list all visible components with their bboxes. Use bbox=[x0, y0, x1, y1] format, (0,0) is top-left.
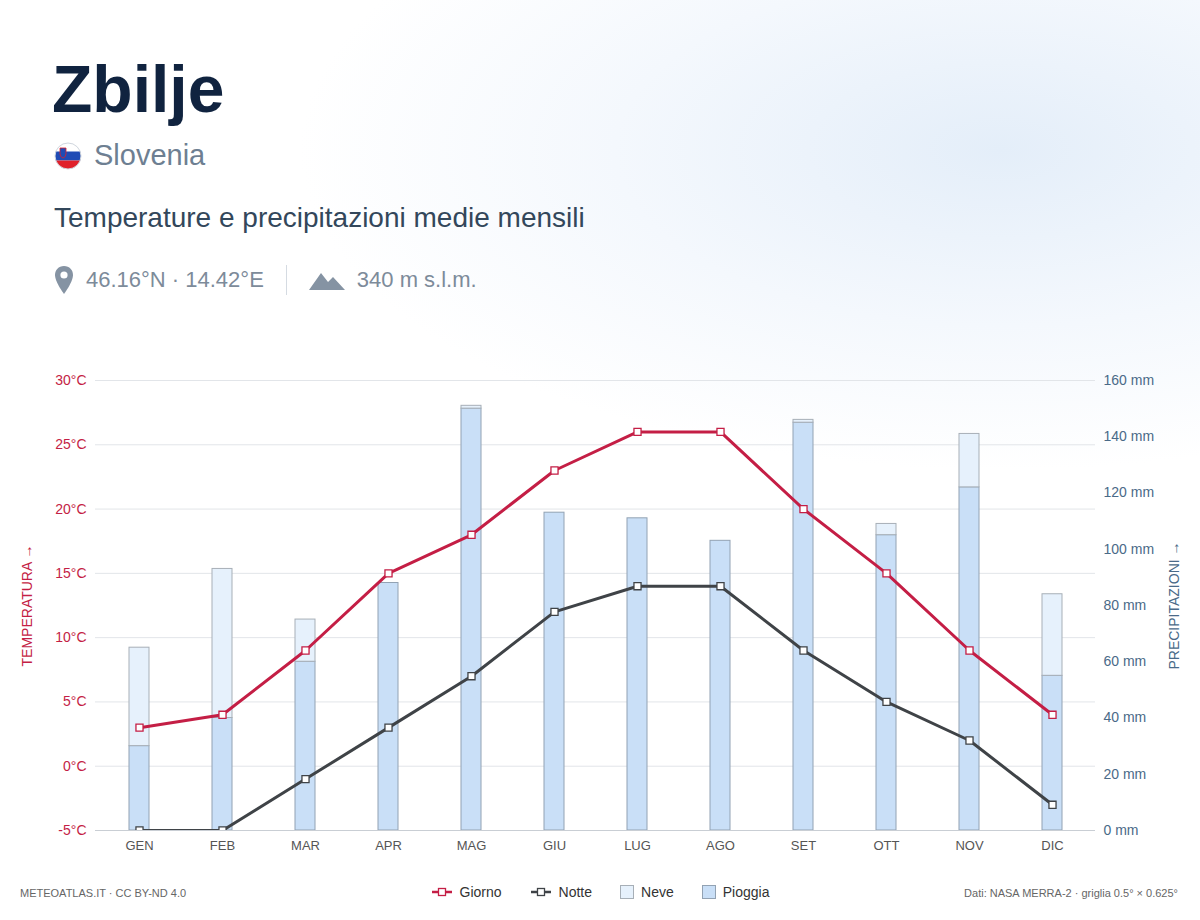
svg-text:30°C: 30°C bbox=[55, 372, 86, 388]
svg-text:-5°C: -5°C bbox=[58, 822, 86, 838]
html-text:Neve: Neve bbox=[641, 884, 674, 900]
html-text:340 m s.l.m.: 340 m s.l.m. bbox=[356, 267, 477, 292]
html-text:METEOATLAS.IT · CC BY-ND 4.0: METEOATLAS.IT · CC BY-ND 4.0 bbox=[20, 887, 187, 899]
html-text:Slovenia: Slovenia bbox=[94, 139, 206, 171]
svg-text:120 mm: 120 mm bbox=[1104, 484, 1155, 500]
html-text:Notte: Notte bbox=[558, 884, 592, 900]
svg-text:5°C: 5°C bbox=[63, 693, 87, 709]
svg-text:20 mm: 20 mm bbox=[1104, 766, 1147, 782]
svg-text:NOV: NOV bbox=[955, 838, 984, 853]
svg-text:15°C: 15°C bbox=[55, 565, 86, 581]
svg-text:80 mm: 80 mm bbox=[1104, 597, 1147, 613]
svg-text:140 mm: 140 mm bbox=[1104, 428, 1155, 444]
html-text:46.16°N · 14.42°E: 46.16°N · 14.42°E bbox=[86, 267, 264, 292]
svg-text:MAR: MAR bbox=[291, 838, 320, 853]
svg-text:MAG: MAG bbox=[457, 838, 487, 853]
html-text:Dati: NASA MERRA-2 · griglia 0: Dati: NASA MERRA-2 · griglia 0.5° × 0.62… bbox=[964, 887, 1178, 899]
svg-text:40 mm: 40 mm bbox=[1104, 709, 1147, 725]
svg-text:TEMPERATURA →: TEMPERATURA → bbox=[19, 545, 35, 667]
svg-text:160 mm: 160 mm bbox=[1104, 372, 1155, 388]
svg-text:SET: SET bbox=[791, 838, 816, 853]
svg-text:0°C: 0°C bbox=[63, 758, 87, 774]
html-text:Pioggia: Pioggia bbox=[722, 884, 770, 900]
svg-text:100 mm: 100 mm bbox=[1104, 541, 1155, 557]
svg-text:0 mm: 0 mm bbox=[1104, 822, 1139, 838]
svg-text:10°C: 10°C bbox=[55, 629, 86, 645]
svg-text:GEN: GEN bbox=[125, 838, 153, 853]
svg-text:FEB: FEB bbox=[210, 838, 235, 853]
svg-text:20°C: 20°C bbox=[55, 501, 86, 517]
html-text:Zbilje: Zbilje bbox=[52, 52, 225, 126]
html-text:Giorno: Giorno bbox=[459, 884, 502, 900]
svg-text:LUG: LUG bbox=[624, 838, 651, 853]
svg-text:25°C: 25°C bbox=[55, 436, 86, 452]
svg-text:60 mm: 60 mm bbox=[1104, 653, 1147, 669]
html-text:Temperature e precipitazioni m: Temperature e precipitazioni medie mensi… bbox=[54, 202, 585, 233]
svg-text:OTT: OTT bbox=[874, 838, 900, 853]
svg-text:GIU: GIU bbox=[543, 838, 566, 853]
svg-text:APR: APR bbox=[375, 838, 402, 853]
svg-text:DIC: DIC bbox=[1041, 838, 1063, 853]
svg-text:PRECIPITAZIONI →: PRECIPITAZIONI → bbox=[1166, 541, 1182, 669]
svg-text:AGO: AGO bbox=[706, 838, 735, 853]
